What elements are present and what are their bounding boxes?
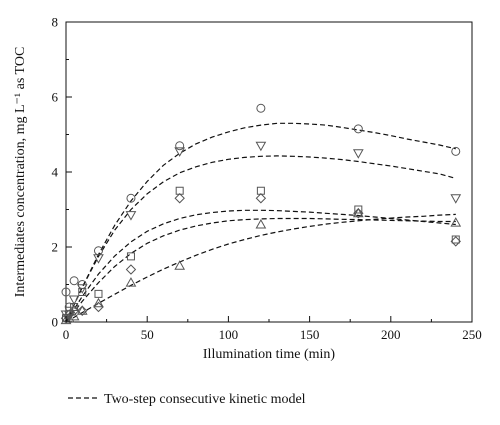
data-point-circle	[61, 287, 71, 297]
data-point-diamond	[60, 313, 72, 324]
data-point-diamond	[93, 301, 104, 313]
data-point-triangle-down	[450, 194, 462, 204]
data-point-circle	[175, 141, 185, 151]
data-point-triangle-down	[93, 254, 104, 264]
data-point-circle	[256, 103, 266, 113]
legend: Two-step consecutive kinetic model	[68, 392, 306, 407]
data-point-triangle-up	[450, 217, 462, 227]
fit-curve	[65, 217, 456, 323]
y-axis-label: Intermediates concentration, mg L⁻¹ as T…	[13, 47, 28, 298]
data-point-square	[354, 205, 363, 214]
data-point-triangle-down	[68, 295, 80, 306]
data-point-triangle-down	[125, 211, 137, 221]
fit-curves	[65, 122, 456, 323]
x-tick-label: 200	[381, 327, 401, 342]
plot-frame	[65, 21, 473, 323]
data-point-diamond	[450, 236, 461, 247]
x-tick-label: 0	[63, 327, 70, 342]
data-point-triangle-up	[352, 207, 364, 218]
fit-curve	[65, 122, 456, 323]
data-point-square	[94, 289, 103, 298]
data-point-triangle-down	[174, 147, 186, 157]
y-tick-label: 4	[52, 165, 59, 180]
data-point-diamond	[255, 193, 267, 204]
data-point-diamond	[353, 208, 364, 219]
x-tick-label: 250	[462, 327, 482, 342]
data-point-triangle-up	[60, 314, 72, 325]
data-point-triangle-up	[125, 277, 137, 287]
fit-curve	[65, 213, 456, 323]
x-tick-label: 50	[141, 327, 154, 342]
data-point-circle	[69, 276, 79, 286]
y-axis: 0 2 4 6 8	[52, 15, 72, 330]
data-point-triangle-up	[93, 297, 104, 308]
data-point-diamond	[68, 305, 80, 316]
fit-curve	[65, 155, 456, 323]
data-points	[60, 103, 462, 325]
y-tick-label: 0	[52, 315, 59, 330]
x-tick-label: 150	[300, 327, 320, 342]
data-point-square	[78, 288, 87, 296]
legend-label: Two-step consecutive kinetic model	[104, 392, 306, 407]
data-point-circle	[353, 124, 363, 134]
x-axis-label: Illumination time (min)	[203, 347, 336, 362]
data-point-square	[70, 303, 79, 311]
data-point-diamond	[77, 305, 88, 316]
x-axis: 0 50 100 150 200 250	[63, 316, 482, 342]
y-tick-label: 8	[52, 15, 59, 30]
data-point-square	[126, 252, 135, 261]
data-point-square	[451, 235, 460, 244]
data-point-circle	[451, 146, 461, 156]
fit-curve	[65, 209, 456, 323]
data-point-circle	[126, 193, 136, 203]
data-point-diamond	[174, 193, 185, 204]
data-point-triangle-down	[255, 141, 267, 152]
y-tick-label: 6	[52, 90, 59, 105]
data-point-diamond	[125, 264, 137, 275]
data-point-triangle-up	[68, 310, 80, 321]
data-point-triangle-up	[174, 260, 186, 270]
data-point-triangle-up	[255, 218, 267, 229]
data-point-triangle-up	[76, 305, 88, 315]
data-point-triangle-down	[352, 149, 364, 159]
x-tick-label: 100	[219, 327, 239, 342]
y-tick-label: 2	[52, 240, 59, 255]
